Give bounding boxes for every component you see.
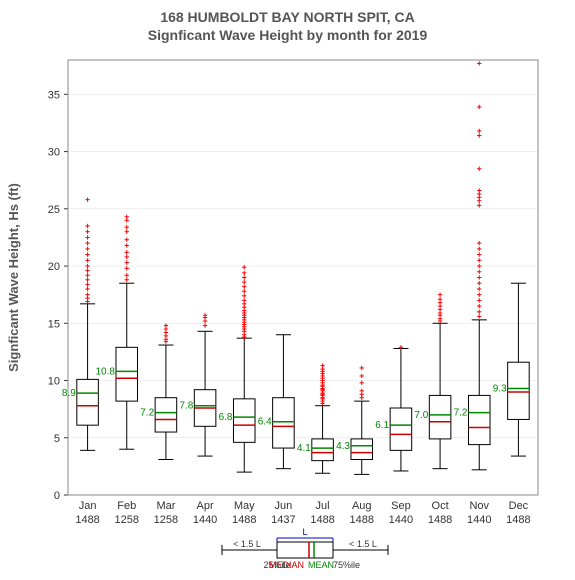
month-label: Sep (391, 500, 411, 512)
legend-mean: MEAN (308, 560, 334, 570)
month-label: Apr (197, 500, 214, 512)
count-label: 1258 (154, 514, 178, 526)
y-tick-label: 35 (48, 89, 60, 101)
mean-value-label: 7.0 (414, 410, 428, 421)
count-label: 1258 (115, 514, 139, 526)
y-tick-label: 0 (54, 490, 60, 502)
count-label: 1437 (271, 514, 295, 526)
mean-value-label: 7.2 (140, 408, 154, 419)
count-label: 1440 (193, 514, 217, 526)
plot-area (68, 60, 538, 495)
month-label: Jul (316, 500, 330, 512)
box (312, 439, 334, 461)
legend-q3: 75%ile (333, 560, 360, 570)
box (468, 395, 490, 444)
y-tick-label: 20 (48, 261, 60, 273)
mean-value-label: 7.2 (454, 408, 468, 419)
month-label: Mar (156, 500, 175, 512)
y-tick-label: 15 (48, 318, 60, 330)
count-label: 1440 (467, 514, 491, 526)
count-label: 1488 (232, 514, 256, 526)
box (116, 347, 138, 401)
mean-value-label: 6.4 (258, 417, 272, 428)
count-label: 1488 (506, 514, 530, 526)
title-line-1: 168 HUMBOLDT BAY NORTH SPIT, CA (160, 9, 414, 25)
mean-value-label: 9.3 (493, 384, 507, 395)
month-label: Nov (469, 500, 489, 512)
legend-median: MEDIAN (269, 560, 304, 570)
mean-value-label: 6.1 (375, 420, 389, 431)
mean-value-label: 4.1 (297, 443, 311, 454)
count-label: 1488 (310, 514, 334, 526)
mean-value-label: 10.8 (96, 366, 116, 377)
month-label: May (234, 500, 255, 512)
month-label: Oct (432, 500, 449, 512)
month-label: Dec (509, 500, 529, 512)
count-label: 1488 (428, 514, 452, 526)
month-label: Jun (275, 500, 293, 512)
mean-value-label: 7.8 (179, 401, 193, 412)
legend-L: L (302, 527, 307, 537)
month-label: Feb (117, 500, 136, 512)
mean-value-label: 4.3 (336, 441, 350, 452)
legend-iqr-right: < 1.5 L (349, 539, 377, 549)
mean-value-label: 6.8 (219, 412, 233, 423)
y-tick-label: 10 (48, 376, 60, 388)
title-line-2: Signficant Wave Height by month for 2019 (148, 27, 428, 43)
legend-iqr-left: < 1.5 L (233, 539, 261, 549)
legend: L25%ile75%ileMEDIANMEAN< 1.5 L < 1.5 L (222, 527, 388, 570)
y-tick-label: 5 (54, 433, 60, 445)
box (77, 379, 99, 425)
y-tick-label: 30 (48, 147, 60, 159)
mean-value-label: 8.9 (62, 388, 76, 399)
box (508, 362, 530, 419)
box (351, 439, 373, 460)
boxplot-chart: 168 HUMBOLDT BAY NORTH SPIT, CA Signfican… (0, 0, 575, 580)
y-tick-label: 25 (48, 204, 60, 216)
box (273, 398, 295, 448)
box (233, 399, 255, 443)
box (429, 395, 451, 439)
count-label: 1440 (389, 514, 413, 526)
chart-container: 168 HUMBOLDT BAY NORTH SPIT, CA Signfican… (0, 0, 575, 580)
y-axis-label: Signficant Wave Height, Hs (ft) (6, 183, 21, 372)
month-label: Aug (352, 500, 372, 512)
count-label: 1488 (75, 514, 99, 526)
count-label: 1488 (350, 514, 374, 526)
month-label: Jan (79, 500, 97, 512)
box (390, 408, 412, 450)
box (155, 398, 177, 432)
